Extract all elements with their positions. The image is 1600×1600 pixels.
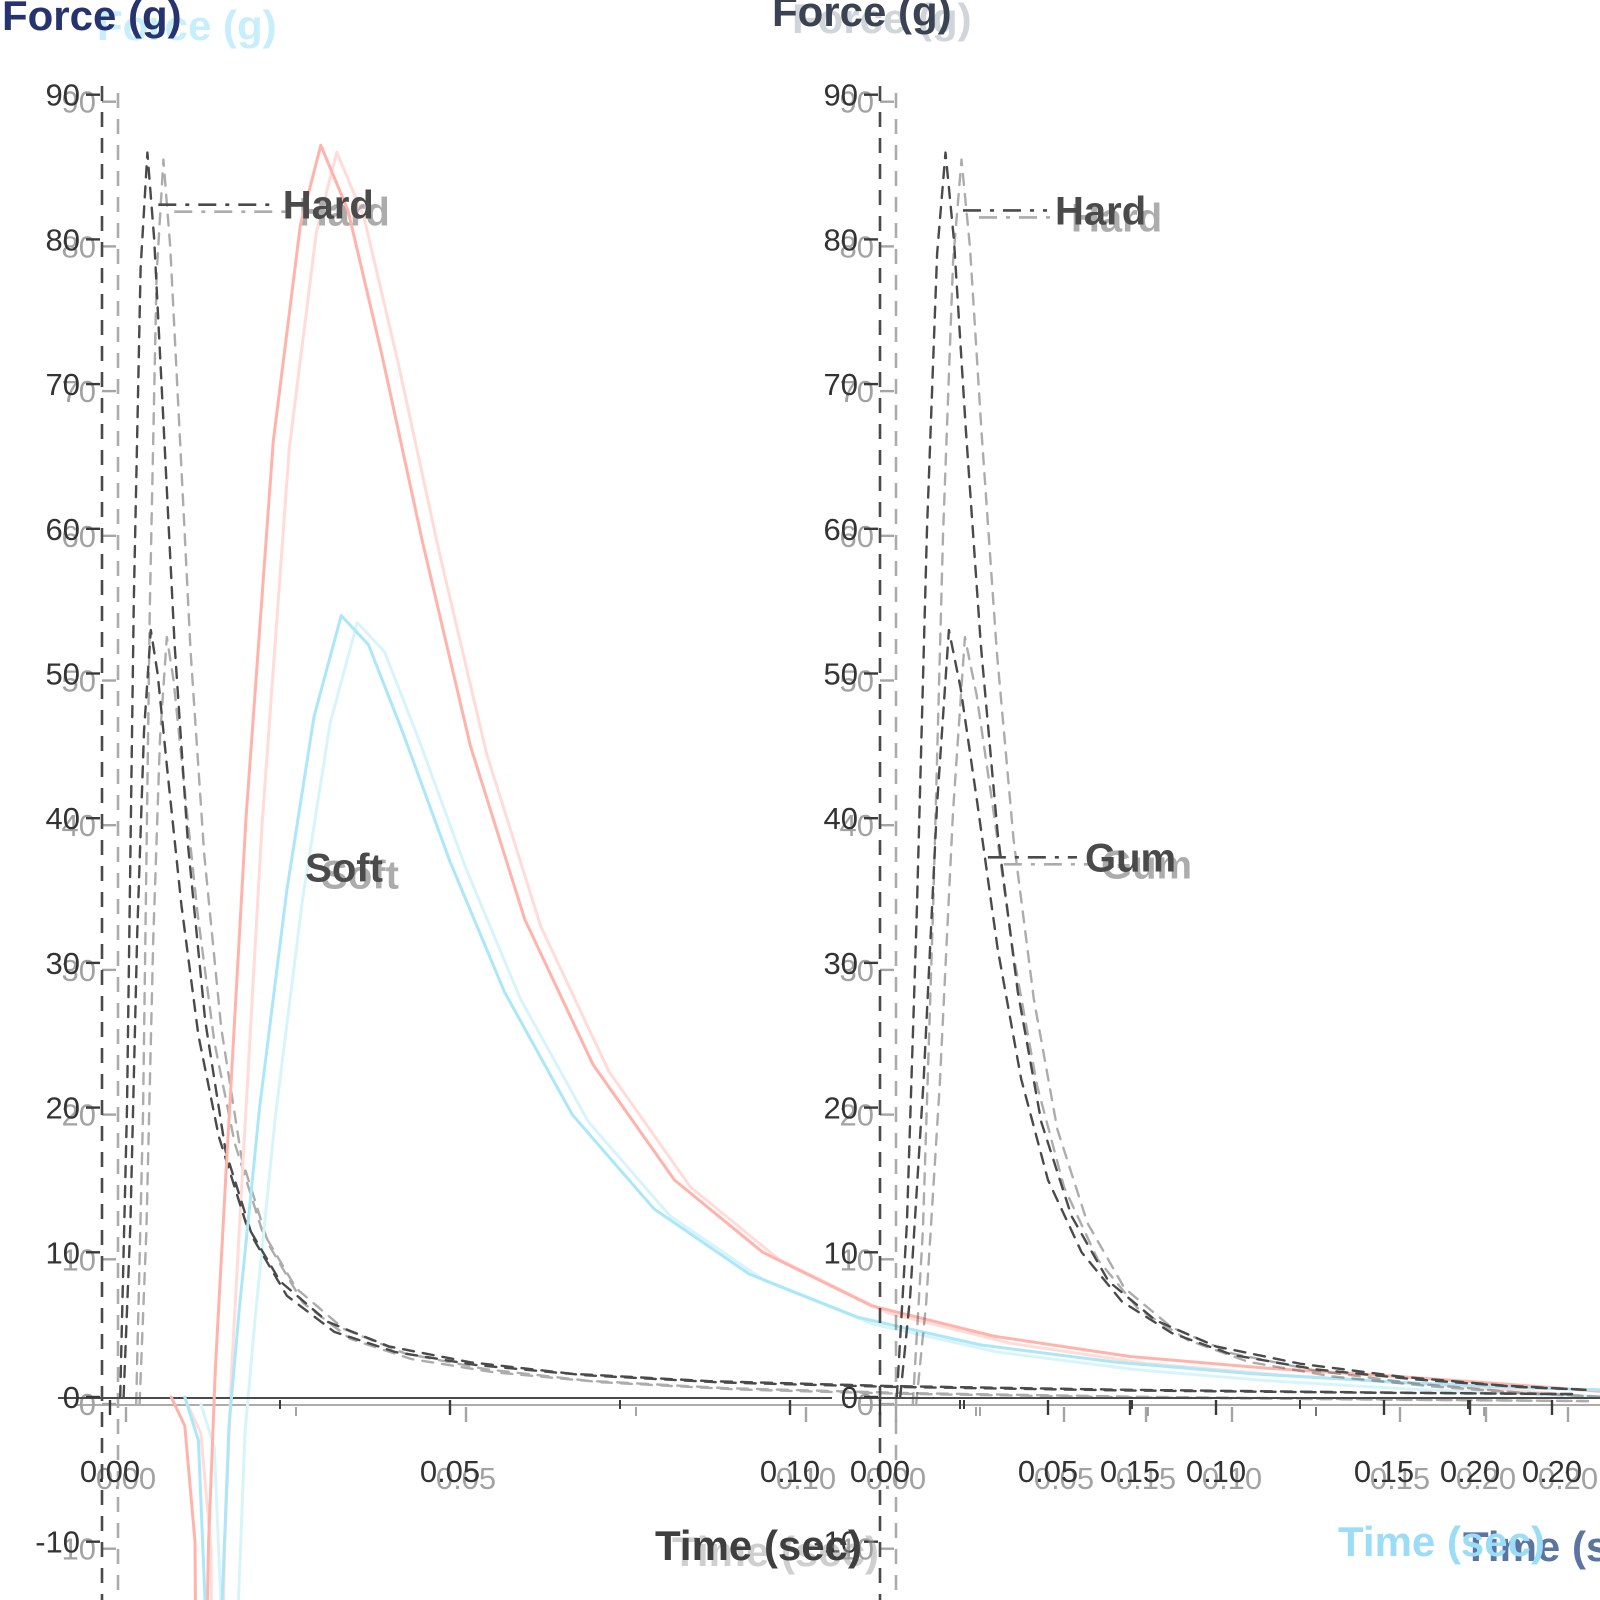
right-y-tick-label: 40 [840, 808, 874, 843]
right-x-tick-label: 0.00 [866, 1461, 926, 1496]
curve-soft-dashed [138, 635, 1590, 1406]
left-y-tick-label: 80 [62, 229, 96, 264]
right-x-tick-label: 0.10 [1186, 1454, 1246, 1489]
right-annotation-label-gum: Gum [1085, 836, 1176, 880]
left-y-tick-label: 20 [62, 1098, 96, 1133]
left-y-tick-label: 30 [62, 953, 96, 988]
left-x-tick-label: 0.10 [776, 1461, 836, 1496]
right-x-tick-label: 0.05 [1018, 1454, 1078, 1489]
left-force-axis-title: Force (g) [2, 0, 182, 39]
left-x-tick-label: 0.15 [1116, 1461, 1176, 1496]
left-y-tick-label: -10 [35, 1525, 80, 1560]
left-y-tick-label: 90 [46, 78, 80, 113]
curve-hard-dashed [895, 151, 1587, 1399]
right-y-tick-label: 80 [840, 229, 874, 264]
curve-gum-dashed [915, 635, 1600, 1406]
left-y-tick-label: 10 [46, 1235, 80, 1270]
right-y-tick-label: 60 [840, 519, 874, 554]
right-y-tick-label: 0 [857, 1387, 874, 1422]
curve-hard-dashed [911, 158, 1600, 1406]
left-annotation-label-soft: Soft [321, 853, 399, 897]
right-x-tick-label: 0.10 [1202, 1461, 1262, 1496]
right-y-tick-label: 20 [840, 1098, 874, 1133]
right-time-axis-title: Time (sec) [1338, 1518, 1545, 1565]
left-y-tick-label: 70 [62, 374, 96, 409]
right-x-tick-label: 0.00 [850, 1454, 910, 1489]
right-y-tick-label: 10 [840, 1242, 874, 1277]
left-y-tick-label: 60 [62, 519, 96, 554]
curve-hard-solid-salmon [169, 143, 1600, 1600]
left-y-tick-label: 90 [62, 85, 96, 120]
right-y-tick-label: 70 [824, 367, 858, 402]
curve-gum-dashed [899, 628, 1587, 1399]
left-y-tick-label: 60 [46, 512, 80, 547]
left-y-tick-label: 50 [62, 664, 96, 699]
left-y-tick-label: 30 [46, 946, 80, 981]
curve-soft-solid-cyan [199, 621, 1600, 1600]
right-y-tick-label: 60 [824, 512, 858, 547]
right-y-tick-label: 40 [824, 801, 858, 836]
left-x-tick-label: 0.00 [80, 1454, 140, 1489]
left-x-tick-label: 0.15 [1100, 1454, 1160, 1489]
right-y-tick-label: 90 [840, 85, 874, 120]
right-y-tick-label: -10 [813, 1525, 858, 1560]
left-y-tick-label: 40 [62, 808, 96, 843]
right-x-tick-label: 0.15 [1370, 1461, 1430, 1496]
left-x-tick-label: 0.05 [436, 1461, 496, 1496]
right-force-axis-title: Force (g) [772, 0, 952, 35]
left-y-tick-label: -10 [51, 1532, 96, 1567]
left-y-tick-label: 70 [46, 367, 80, 402]
right-y-tick-label: 70 [840, 374, 874, 409]
right-y-tick-label: 50 [824, 657, 858, 692]
curve-hard-dashed [134, 158, 1590, 1406]
right-x-tick-label: 0.20 [1538, 1461, 1598, 1496]
right-x-tick-label: 0.20 [1522, 1454, 1582, 1489]
left-y-tick-label: 10 [62, 1242, 96, 1277]
right-x-tick-label: 0.05 [1034, 1461, 1094, 1496]
left-x-tick-label: 0.10 [760, 1454, 820, 1489]
left-time-axis-title: Time (sec) [655, 1522, 862, 1569]
left-y-tick-label: 80 [46, 222, 80, 257]
curve-soft-solid-cyan [183, 614, 1600, 1600]
left-y-tick-label: 40 [46, 801, 80, 836]
left-x-tick-label: 0.20 [1440, 1454, 1500, 1489]
right-y-tick-label: 90 [824, 78, 858, 113]
right-annotation-label-hard: Hard [1071, 196, 1162, 240]
right-y-tick-label: 50 [840, 664, 874, 699]
left-y-tick-label: 20 [46, 1091, 80, 1126]
right-y-tick-label: 30 [840, 953, 874, 988]
left-x-tick-label: 0.00 [96, 1461, 156, 1496]
left-annotation-label-hard: Hard [283, 184, 374, 228]
left-x-tick-label: 0.05 [420, 1454, 480, 1489]
curve-hard-dashed [118, 151, 1574, 1399]
left-y-tick-label: 0 [79, 1387, 96, 1422]
left-y-tick-label: 50 [46, 657, 80, 692]
right-x-tick-label: 0.15 [1354, 1454, 1414, 1489]
left-y-tick-label: 0 [63, 1380, 80, 1415]
right-annotation-label-gum: Gum [1101, 843, 1192, 887]
left-x-tick-label: 0.20 [1456, 1461, 1516, 1496]
right-annotation-label-hard: Hard [1055, 189, 1146, 233]
right-y-tick-label: -10 [829, 1532, 874, 1567]
curve-soft-dashed [122, 628, 1574, 1399]
right-y-tick-label: 0 [841, 1380, 858, 1415]
right-y-tick-label: 80 [824, 222, 858, 257]
right-y-tick-label: 30 [824, 946, 858, 981]
left-annotation-label-soft: Soft [305, 846, 383, 890]
right-y-tick-label: 10 [824, 1235, 858, 1270]
right-y-tick-label: 20 [824, 1091, 858, 1126]
